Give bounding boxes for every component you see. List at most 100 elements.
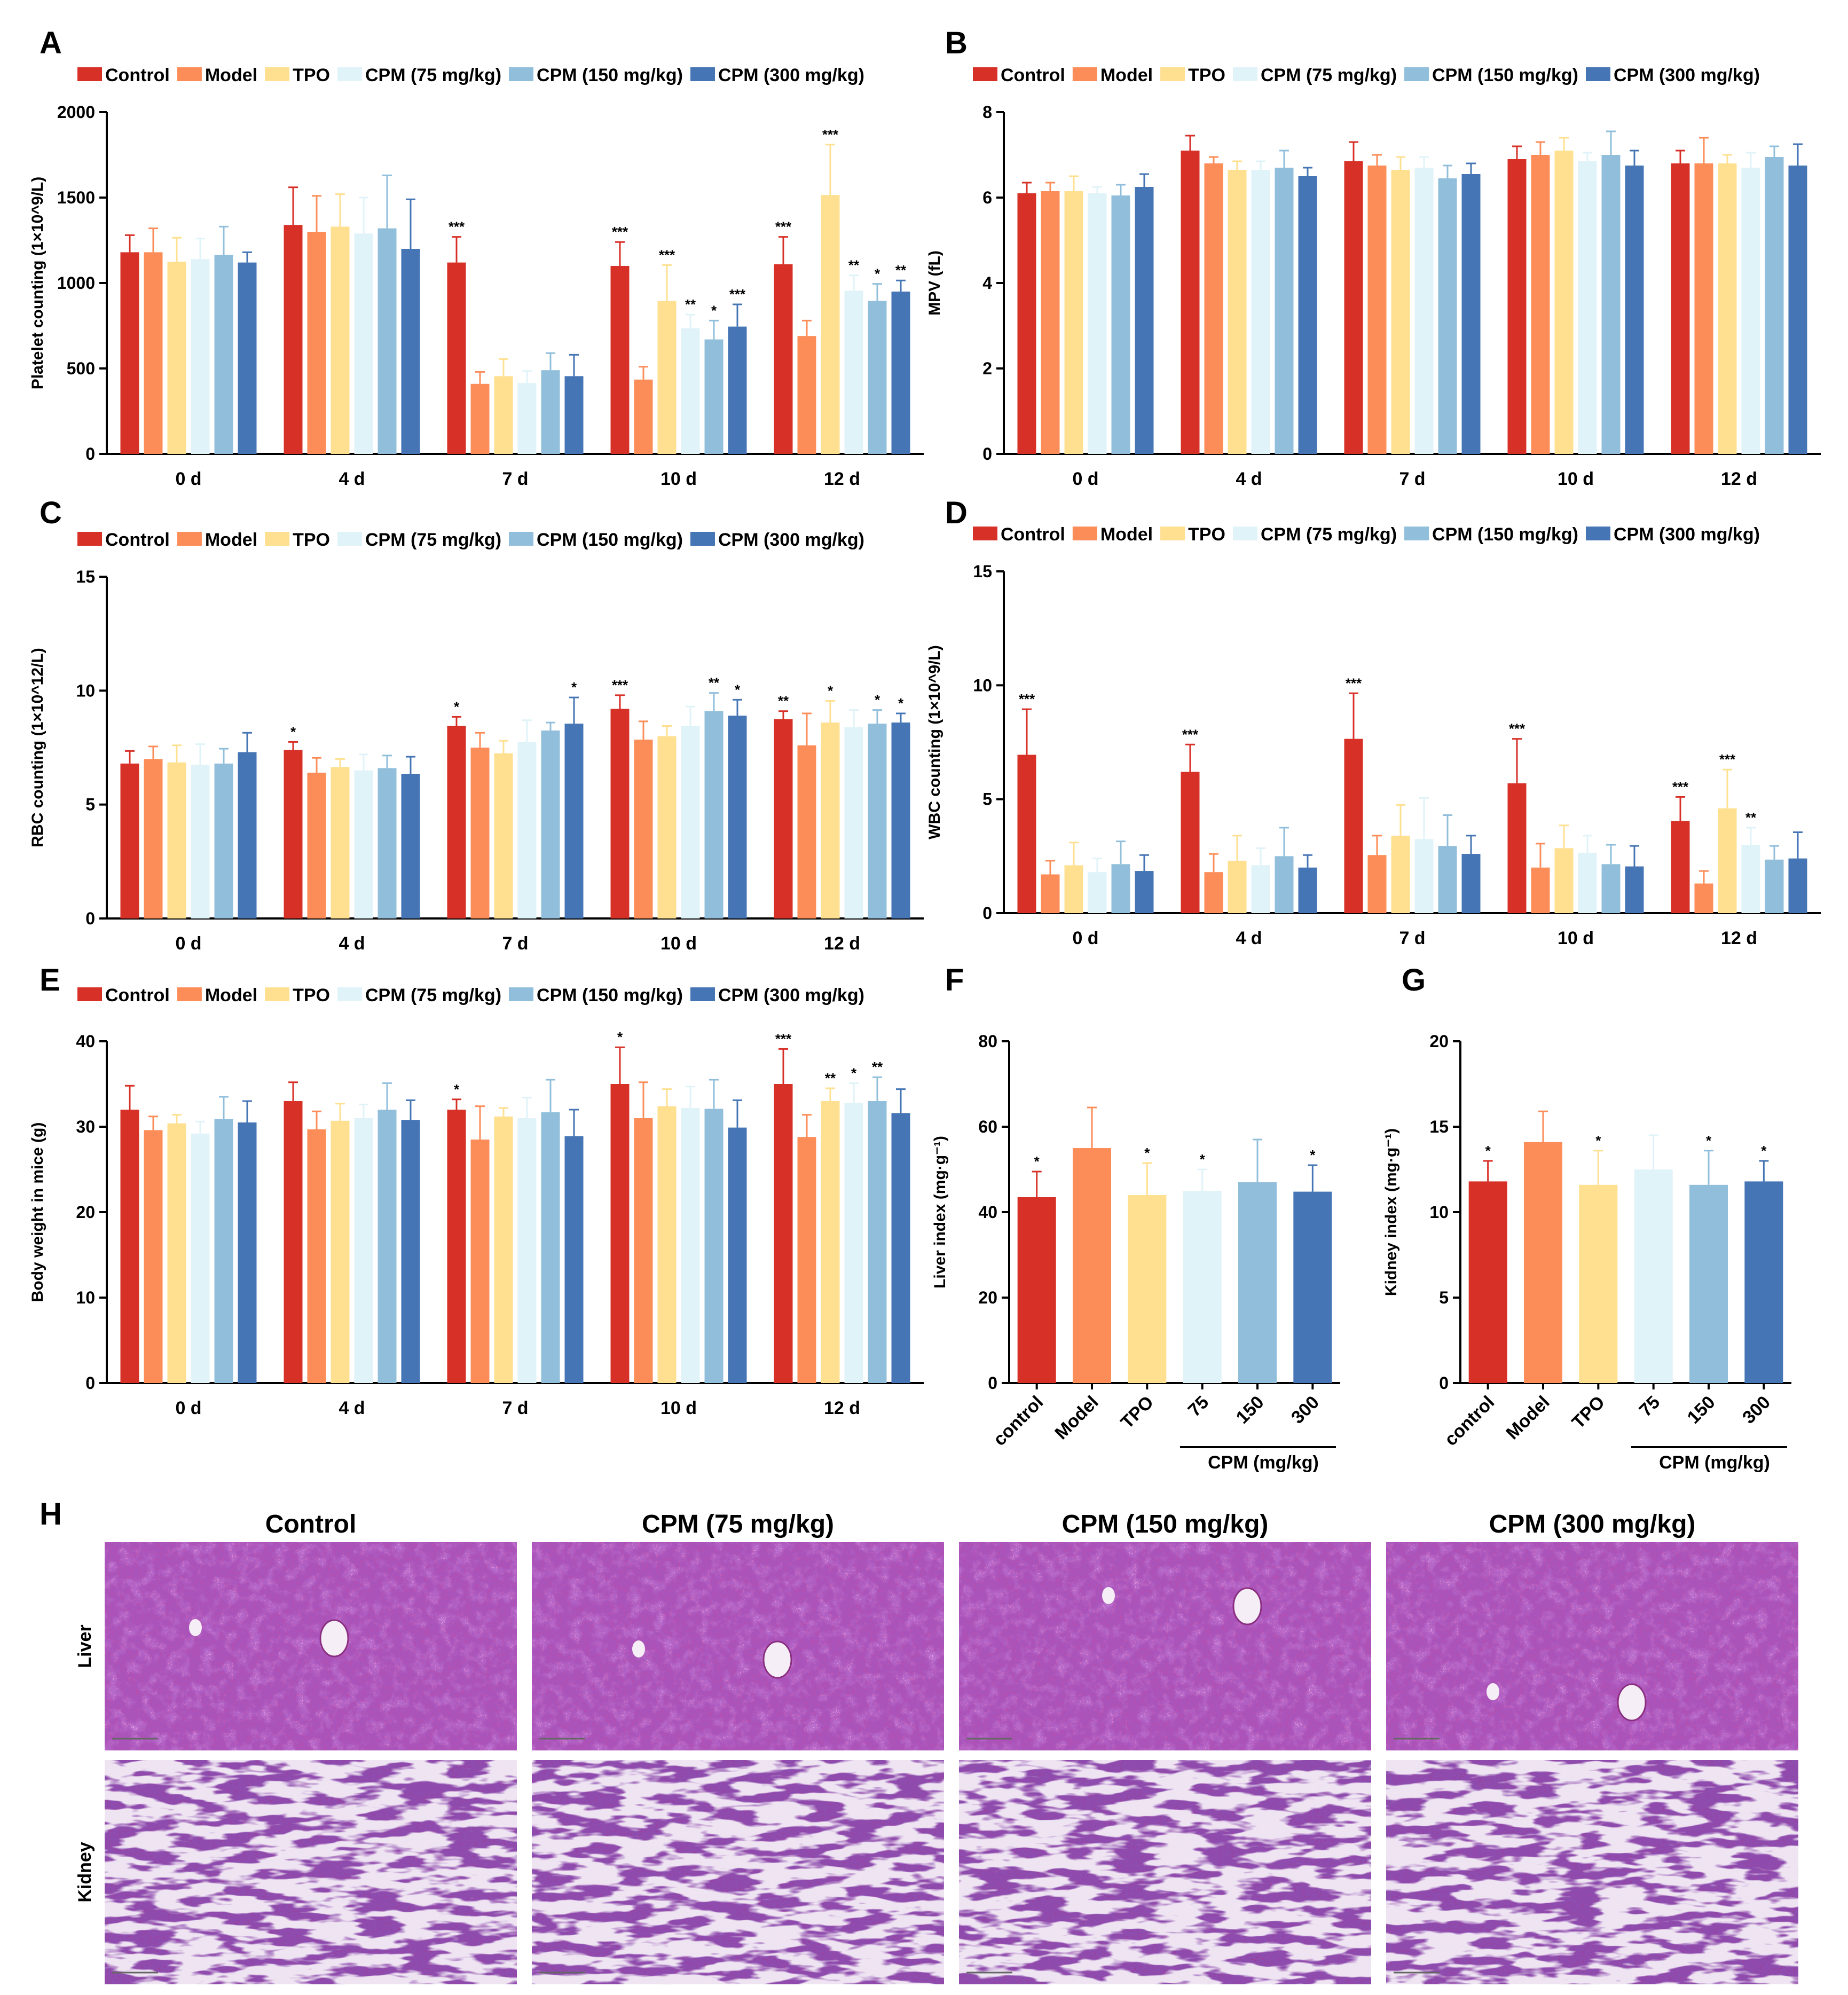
bar-e-cpm-300-mg-kg — [891, 1113, 910, 1383]
bar-e-tpo — [821, 1101, 840, 1383]
bar-d-model — [1204, 872, 1223, 913]
legend-swatch — [690, 67, 715, 81]
legend-swatch — [1585, 527, 1610, 540]
bar-d-cpm-75-mg-kg — [1578, 852, 1597, 913]
bar-e-control — [120, 1110, 139, 1383]
bar-d-cpm-150-mg-kg — [1275, 856, 1294, 913]
legend-label: TPO — [293, 65, 330, 85]
bar-a-cpm-75-mg-kg — [191, 259, 210, 454]
central-vein — [1617, 1683, 1647, 1722]
chart-f: 0 20 40 60 80 Liver index (mg·g⁻¹) * control Mod… — [931, 1032, 1340, 1473]
bar-d-tpo — [1554, 848, 1574, 913]
x-tick-label-b: 7 d — [1399, 469, 1425, 489]
central-vein — [319, 1619, 349, 1658]
panel-letter-e: E — [40, 963, 60, 998]
legend-swatch — [177, 987, 202, 1001]
chart-a: 0 500 1000 1500 2000 Platelet counting (1×10^… — [29, 65, 924, 489]
significance-mark: * — [1706, 1133, 1712, 1149]
panel-letter-d: D — [945, 496, 968, 530]
bar-a-model — [634, 379, 653, 454]
x-tick-label-e: 0 d — [175, 1398, 201, 1418]
bar-f-model — [1073, 1148, 1111, 1383]
y-tick-label-e: 30 — [76, 1117, 95, 1136]
y-tick-label-e: 10 — [76, 1288, 95, 1307]
bar-a-cpm-300-mg-kg — [728, 326, 747, 454]
histology-column-title-cpm-75-mg-kg: CPM (75 mg/kg) — [642, 1510, 834, 1538]
legend-swatch — [1160, 527, 1185, 540]
bar-b-tpo — [1391, 170, 1410, 454]
bar-c-cpm-300-mg-kg — [238, 752, 257, 918]
legend-swatch — [973, 67, 997, 81]
significance-mark: ** — [895, 262, 907, 278]
bar-c-model — [797, 745, 816, 918]
y-tick-label-f: 60 — [978, 1117, 997, 1136]
bar-e-model — [470, 1140, 490, 1383]
bar-d-cpm-300-mg-kg — [1461, 854, 1481, 913]
bar-c-tpo — [821, 722, 840, 918]
bar-c-model — [634, 740, 653, 918]
bar-d-model — [1041, 874, 1060, 913]
bar-b-model — [1041, 191, 1060, 454]
bar-c-model — [144, 759, 163, 918]
significance-mark: *** — [659, 247, 675, 263]
bar-g-150 — [1689, 1184, 1728, 1383]
micrograph-liver-control — [105, 1542, 517, 1750]
bar-b-cpm-75-mg-kg — [1578, 161, 1597, 454]
y-tick-label-a: 500 — [67, 359, 95, 378]
bar-f-300 — [1293, 1191, 1332, 1383]
legend-swatch — [337, 67, 362, 81]
histology-column-title-control: Control — [265, 1510, 357, 1538]
panel-letters: A B C D E F G H — [40, 26, 1426, 1531]
significance-mark: * — [454, 698, 460, 714]
bar-c-control — [447, 726, 466, 918]
bar-e-model — [797, 1137, 816, 1383]
bar-f-control — [1017, 1197, 1056, 1383]
bar-c-cpm-150-mg-kg — [378, 768, 397, 918]
bar-c-control — [120, 763, 139, 918]
group-label-g: CPM (mg/kg) — [1659, 1452, 1770, 1473]
bar-c-cpm-300-mg-kg — [564, 724, 584, 918]
legend-swatch — [265, 532, 290, 546]
bar-d-tpo — [1228, 860, 1247, 913]
y-tick-label-d: 0 — [982, 904, 992, 923]
significance-mark: ** — [825, 1070, 836, 1086]
panel-letter-c: C — [40, 496, 62, 530]
bar-c-cpm-75-mg-kg — [844, 727, 863, 918]
bar-b-cpm-150-mg-kg — [1765, 157, 1784, 454]
small-vessel — [632, 1640, 645, 1658]
bar-d-control — [1344, 739, 1363, 913]
bar-g-control — [1468, 1181, 1507, 1383]
bar-e-tpo — [331, 1120, 350, 1383]
bar-c-cpm-150-mg-kg — [541, 731, 560, 918]
bar-e-tpo — [494, 1116, 513, 1383]
bar-f-tpo — [1128, 1195, 1167, 1383]
bar-d-cpm-75-mg-kg — [1414, 839, 1434, 913]
x-tick-label-f: 150 — [1232, 1392, 1268, 1428]
bar-d-control — [1181, 772, 1200, 913]
x-tick-label-a: 4 d — [339, 469, 365, 489]
y-tick-label-g: 0 — [1439, 1373, 1449, 1393]
bar-a-cpm-150-mg-kg — [378, 228, 397, 454]
bar-e-tpo — [167, 1123, 186, 1383]
bar-a-cpm-75-mg-kg — [681, 328, 700, 454]
bar-e-control — [774, 1084, 793, 1383]
bar-d-control — [1507, 783, 1527, 913]
bar-d-cpm-300-mg-kg — [1135, 871, 1154, 913]
bar-c-cpm-75-mg-kg — [681, 726, 700, 918]
tissue-nuclei — [532, 1542, 944, 1750]
y-tick-label-b: 8 — [982, 103, 992, 122]
bar-c-cpm-150-mg-kg — [868, 724, 887, 918]
bar-d-control — [1017, 755, 1036, 913]
legend-label: Control — [105, 985, 170, 1006]
bar-d-cpm-300-mg-kg — [1625, 866, 1644, 913]
bar-a-tpo — [657, 301, 677, 454]
legend-label: TPO — [1188, 65, 1225, 85]
x-tick-label-c: 4 d — [339, 933, 365, 954]
significance-mark: * — [290, 724, 296, 740]
bar-a-tpo — [167, 262, 186, 454]
micrograph-kidney-cpm-300-mg-kg — [1386, 1760, 1798, 1984]
x-tick-label-b: 4 d — [1236, 469, 1262, 489]
bar-a-cpm-300-mg-kg — [564, 376, 584, 454]
bar-d-cpm-300-mg-kg — [1788, 858, 1807, 913]
significance-mark: * — [711, 302, 717, 318]
